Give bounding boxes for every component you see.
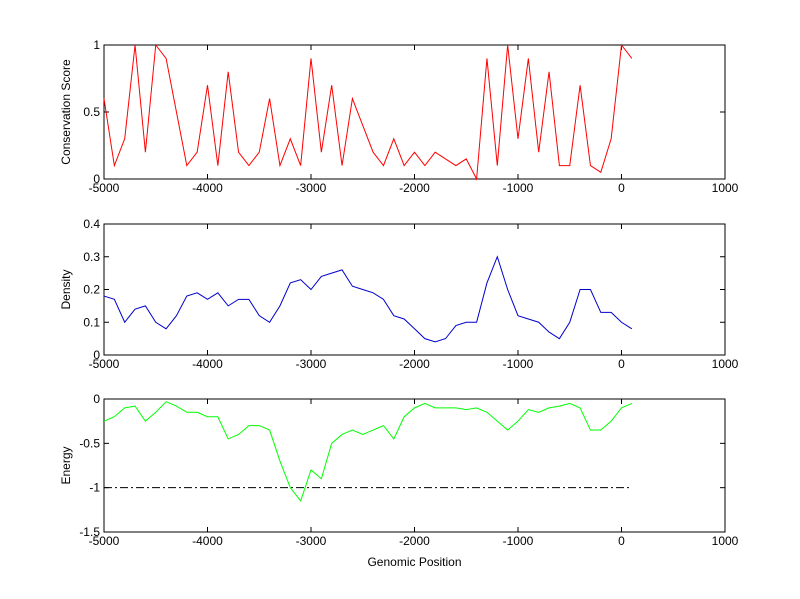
y-axis-label: Conservation Score (59, 59, 73, 165)
x-tick-label: -4000 (192, 534, 223, 548)
x-tick-label: -1000 (503, 357, 534, 371)
x-tick-label: -2000 (399, 181, 430, 195)
x-tick-label: -4000 (192, 357, 223, 371)
x-tick-label: -2000 (399, 534, 430, 548)
y-tick-label: -1 (89, 481, 100, 495)
x-tick-label: 1000 (712, 181, 739, 195)
x-tick-label: 1000 (712, 357, 739, 371)
y-tick-label: 0 (93, 172, 100, 186)
y-tick-label: -0.5 (79, 436, 100, 450)
x-tick-label: -2000 (399, 357, 430, 371)
x-tick-label: -3000 (296, 534, 327, 548)
y-tick-label: 0.4 (83, 217, 100, 231)
x-tick-label: 0 (618, 534, 625, 548)
x-tick-label: -1000 (503, 181, 534, 195)
y-axis-label: Density (59, 269, 73, 309)
data-line (103, 255, 633, 343)
y-tick-label: 0.5 (83, 105, 100, 119)
x-tick-label: -5000 (89, 357, 120, 371)
x-tick-label: 0 (618, 181, 625, 195)
data-line (103, 43, 633, 181)
y-tick-label: 0.3 (83, 250, 100, 264)
y-tick-label: 0 (93, 348, 100, 362)
x-tick-label: -4000 (192, 181, 223, 195)
y-axis-label: Energy (59, 446, 73, 484)
data-line (103, 401, 633, 503)
x-tick-label: -5000 (89, 534, 120, 548)
x-tick-label: -3000 (296, 181, 327, 195)
y-tick-label: 0 (93, 392, 100, 406)
axes-box (103, 223, 726, 356)
x-tick-label: -1000 (503, 534, 534, 548)
x-tick-label: 0 (618, 357, 625, 371)
x-tick-label: 1000 (712, 534, 739, 548)
axes-box (103, 398, 726, 533)
x-tick-label: -3000 (296, 357, 327, 371)
y-tick-label: 1 (93, 38, 100, 52)
axes-box (103, 44, 726, 180)
x-axis-label: Genomic Position (367, 555, 461, 569)
x-tick-label: -5000 (89, 181, 120, 195)
y-tick-label: -1.5 (79, 525, 100, 539)
y-tick-label: 0.2 (83, 283, 100, 297)
y-tick-label: 0.1 (83, 315, 100, 329)
